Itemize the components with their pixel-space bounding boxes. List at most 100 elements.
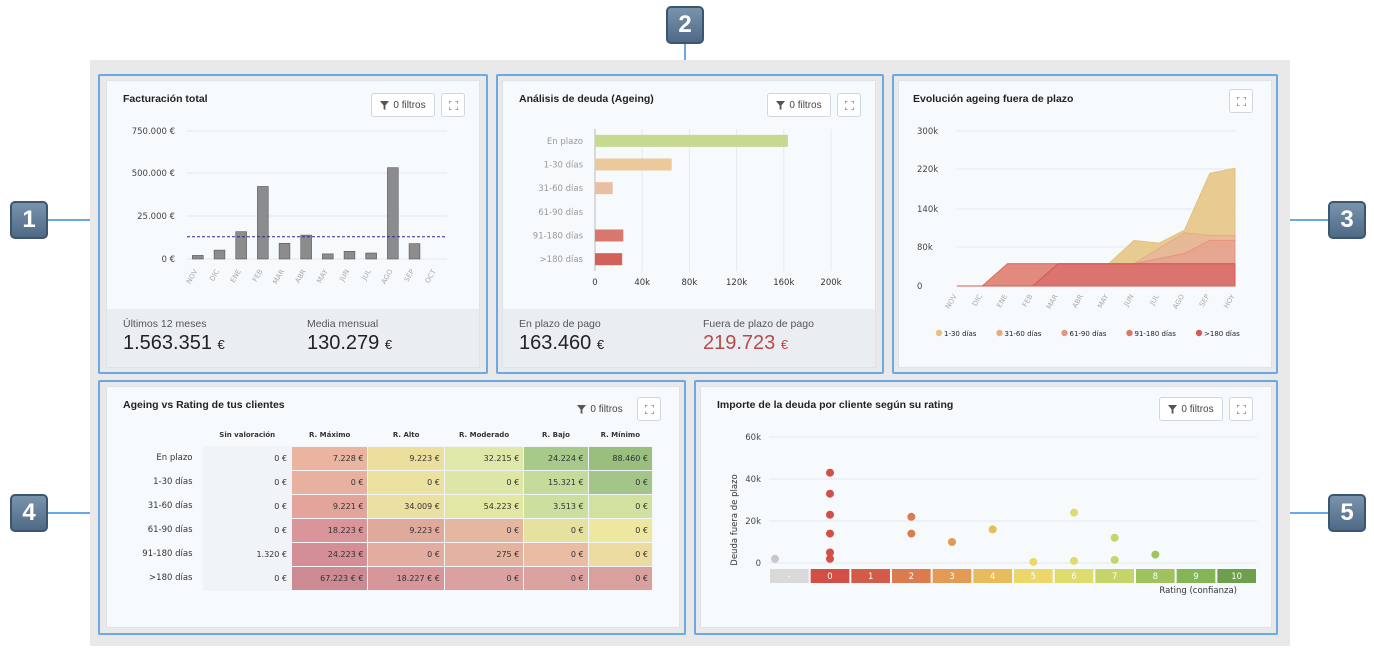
heatmap-cell: 0 € bbox=[443, 469, 525, 495]
bar bbox=[300, 234, 312, 260]
heatmap-row-label: 31-60 días bbox=[147, 501, 193, 511]
heatmap-cell: 0 € bbox=[587, 541, 654, 567]
y-axis-label: Deuda fuera de plazo bbox=[730, 474, 740, 565]
filter-button[interactable]: 0 filtros bbox=[767, 93, 831, 117]
card-title: Facturación total bbox=[123, 93, 208, 105]
heatmap-header-row: Sin valoración R. Máximo R. Alto R. Moderad… bbox=[123, 425, 653, 446]
highlight-outline-1 bbox=[98, 74, 488, 374]
callout-5: 5 bbox=[1328, 494, 1366, 532]
x-tick-label: ENE bbox=[229, 268, 243, 284]
x-tick-label: JUN bbox=[338, 268, 352, 284]
heatmap-cell: 0 € bbox=[290, 469, 369, 495]
expand-button[interactable] bbox=[1229, 89, 1253, 113]
rating-band bbox=[892, 569, 931, 583]
heatmap-cell: 18.223 € bbox=[290, 517, 369, 543]
callout-1-line bbox=[48, 219, 98, 221]
heatmap-row: >180 días 0 €67.223 € €18.227 € €0 €0 €0 … bbox=[123, 565, 654, 591]
heatmap-row-label: >180 días bbox=[149, 573, 193, 583]
heatmap-cell: 0 € bbox=[587, 469, 654, 495]
x-tick-label: SEP bbox=[403, 268, 416, 283]
heatmap-cell: 24.223 € bbox=[290, 541, 369, 567]
x-tick-label: OCT bbox=[424, 267, 439, 284]
y-tick-label: 500.000 € bbox=[132, 169, 175, 179]
heatmap-row: 31-60 días 0 €9.221 €34.009 €54.223 €3.51… bbox=[123, 493, 654, 519]
heatmap-cell: 275 € bbox=[443, 541, 525, 567]
callout-4-line bbox=[48, 512, 98, 514]
filter-button[interactable]: 0 filtros bbox=[571, 397, 629, 421]
x-tick-label: NOV bbox=[185, 268, 200, 286]
scatter-point bbox=[826, 529, 834, 538]
heatmap-column-header: R. Máximo bbox=[309, 431, 351, 440]
callout-5-line bbox=[1278, 512, 1328, 514]
heatmap-column-header: R. Moderado bbox=[458, 431, 510, 440]
heatmap-cell: 0 € bbox=[587, 565, 654, 591]
y-tick-label: 31-60 días bbox=[538, 184, 583, 194]
y-tick-label: 750.000 € bbox=[132, 127, 175, 137]
filter-button[interactable]: 0 filtros bbox=[1159, 397, 1223, 421]
bar bbox=[387, 167, 399, 260]
heatmap-cell: 15.321 € bbox=[523, 469, 589, 495]
funnel-icon bbox=[380, 100, 390, 110]
y-tick-label: 0 bbox=[917, 282, 922, 292]
heatmap-row: 91-180 días 1.320 €24.223 €0 €275 €0 €0 € bbox=[123, 541, 654, 567]
heatmap-cell: 0 € bbox=[523, 517, 589, 543]
y-tick-label: 1-30 días bbox=[544, 161, 584, 171]
heatmap-cell: 0 € bbox=[443, 565, 525, 591]
legend-label: 91-180 días bbox=[1135, 330, 1177, 338]
footer-label-12m: Últimos 12 meses bbox=[123, 318, 207, 330]
y-tick-label: 20k bbox=[745, 517, 761, 527]
highlight-outline-4 bbox=[98, 380, 686, 635]
expand-button[interactable] bbox=[1229, 397, 1253, 421]
y-tick-label: 80k bbox=[917, 243, 933, 253]
heatmap-cell: 0 € bbox=[202, 469, 292, 495]
footer-value-fuera-plazo: 219.723 € bbox=[703, 332, 789, 354]
heatmap-cell: 18.227 € € bbox=[367, 565, 445, 591]
expand-icon bbox=[1236, 96, 1246, 106]
rating-band-label: 9 bbox=[1193, 572, 1198, 582]
rating-band bbox=[1095, 569, 1134, 583]
x-tick-label: AGO bbox=[380, 268, 395, 286]
heatmap-cell: 88.460 € bbox=[587, 445, 654, 471]
heatmap-cell: 0 € bbox=[367, 541, 445, 567]
callout-3: 3 bbox=[1328, 201, 1366, 239]
card-facturacion: Facturación total 0 filtros 750.000 € 500… bbox=[106, 80, 480, 368]
callout-3-line bbox=[1278, 219, 1328, 221]
heatmap-cell: 0 € bbox=[523, 565, 589, 591]
rating-band bbox=[1136, 569, 1175, 583]
rating-band-label: 7 bbox=[1112, 572, 1117, 582]
expand-button[interactable] bbox=[441, 93, 465, 117]
bar bbox=[595, 182, 613, 195]
funnel-icon bbox=[1168, 404, 1178, 414]
rating-band-label: 2 bbox=[909, 572, 914, 582]
legend-label: 31-60 días bbox=[1005, 330, 1042, 338]
expand-button[interactable] bbox=[637, 397, 661, 421]
footer-value-media: 130.279 € bbox=[307, 332, 393, 354]
heatmap-cell: 9.221 € bbox=[290, 493, 369, 519]
scatter-point bbox=[948, 538, 956, 546]
facturacion-chart: 750.000 € 500.000 € 25.000 € 0 € NOV DIC ENE FE… bbox=[132, 127, 447, 286]
bar bbox=[278, 242, 291, 260]
expand-button[interactable] bbox=[837, 93, 861, 117]
x-tick-label: 200k bbox=[820, 278, 841, 288]
highlight-outline-5 bbox=[694, 380, 1278, 635]
expand-icon bbox=[844, 100, 854, 110]
x-tick-label: DIC bbox=[208, 268, 221, 283]
heatmap-cell: 34.009 € bbox=[367, 493, 445, 519]
scatter-point bbox=[1070, 508, 1078, 517]
heatmap-corner bbox=[123, 425, 203, 446]
rating-band-label: 5 bbox=[1031, 572, 1036, 582]
heatmap-cell: 54.223 € bbox=[443, 493, 525, 519]
heatmap-cell: 0 € bbox=[523, 541, 589, 567]
filter-button[interactable]: 0 filtros bbox=[371, 93, 435, 117]
heatmap-column-header: R. Alto bbox=[392, 431, 420, 440]
x-tick-label: MAR bbox=[271, 268, 286, 286]
rating-band-label: 4 bbox=[990, 572, 995, 582]
card-footer: En plazo de pago 163.460 € Fuera de plaz… bbox=[503, 309, 875, 367]
rating-band bbox=[1217, 569, 1256, 583]
callout-4: 4 bbox=[10, 494, 48, 532]
area-series bbox=[957, 263, 1236, 287]
heatmap-cell: 0 € bbox=[587, 517, 654, 543]
legend-swatch bbox=[1195, 329, 1203, 337]
funnel-icon bbox=[577, 404, 587, 414]
rating-band bbox=[1014, 569, 1053, 583]
